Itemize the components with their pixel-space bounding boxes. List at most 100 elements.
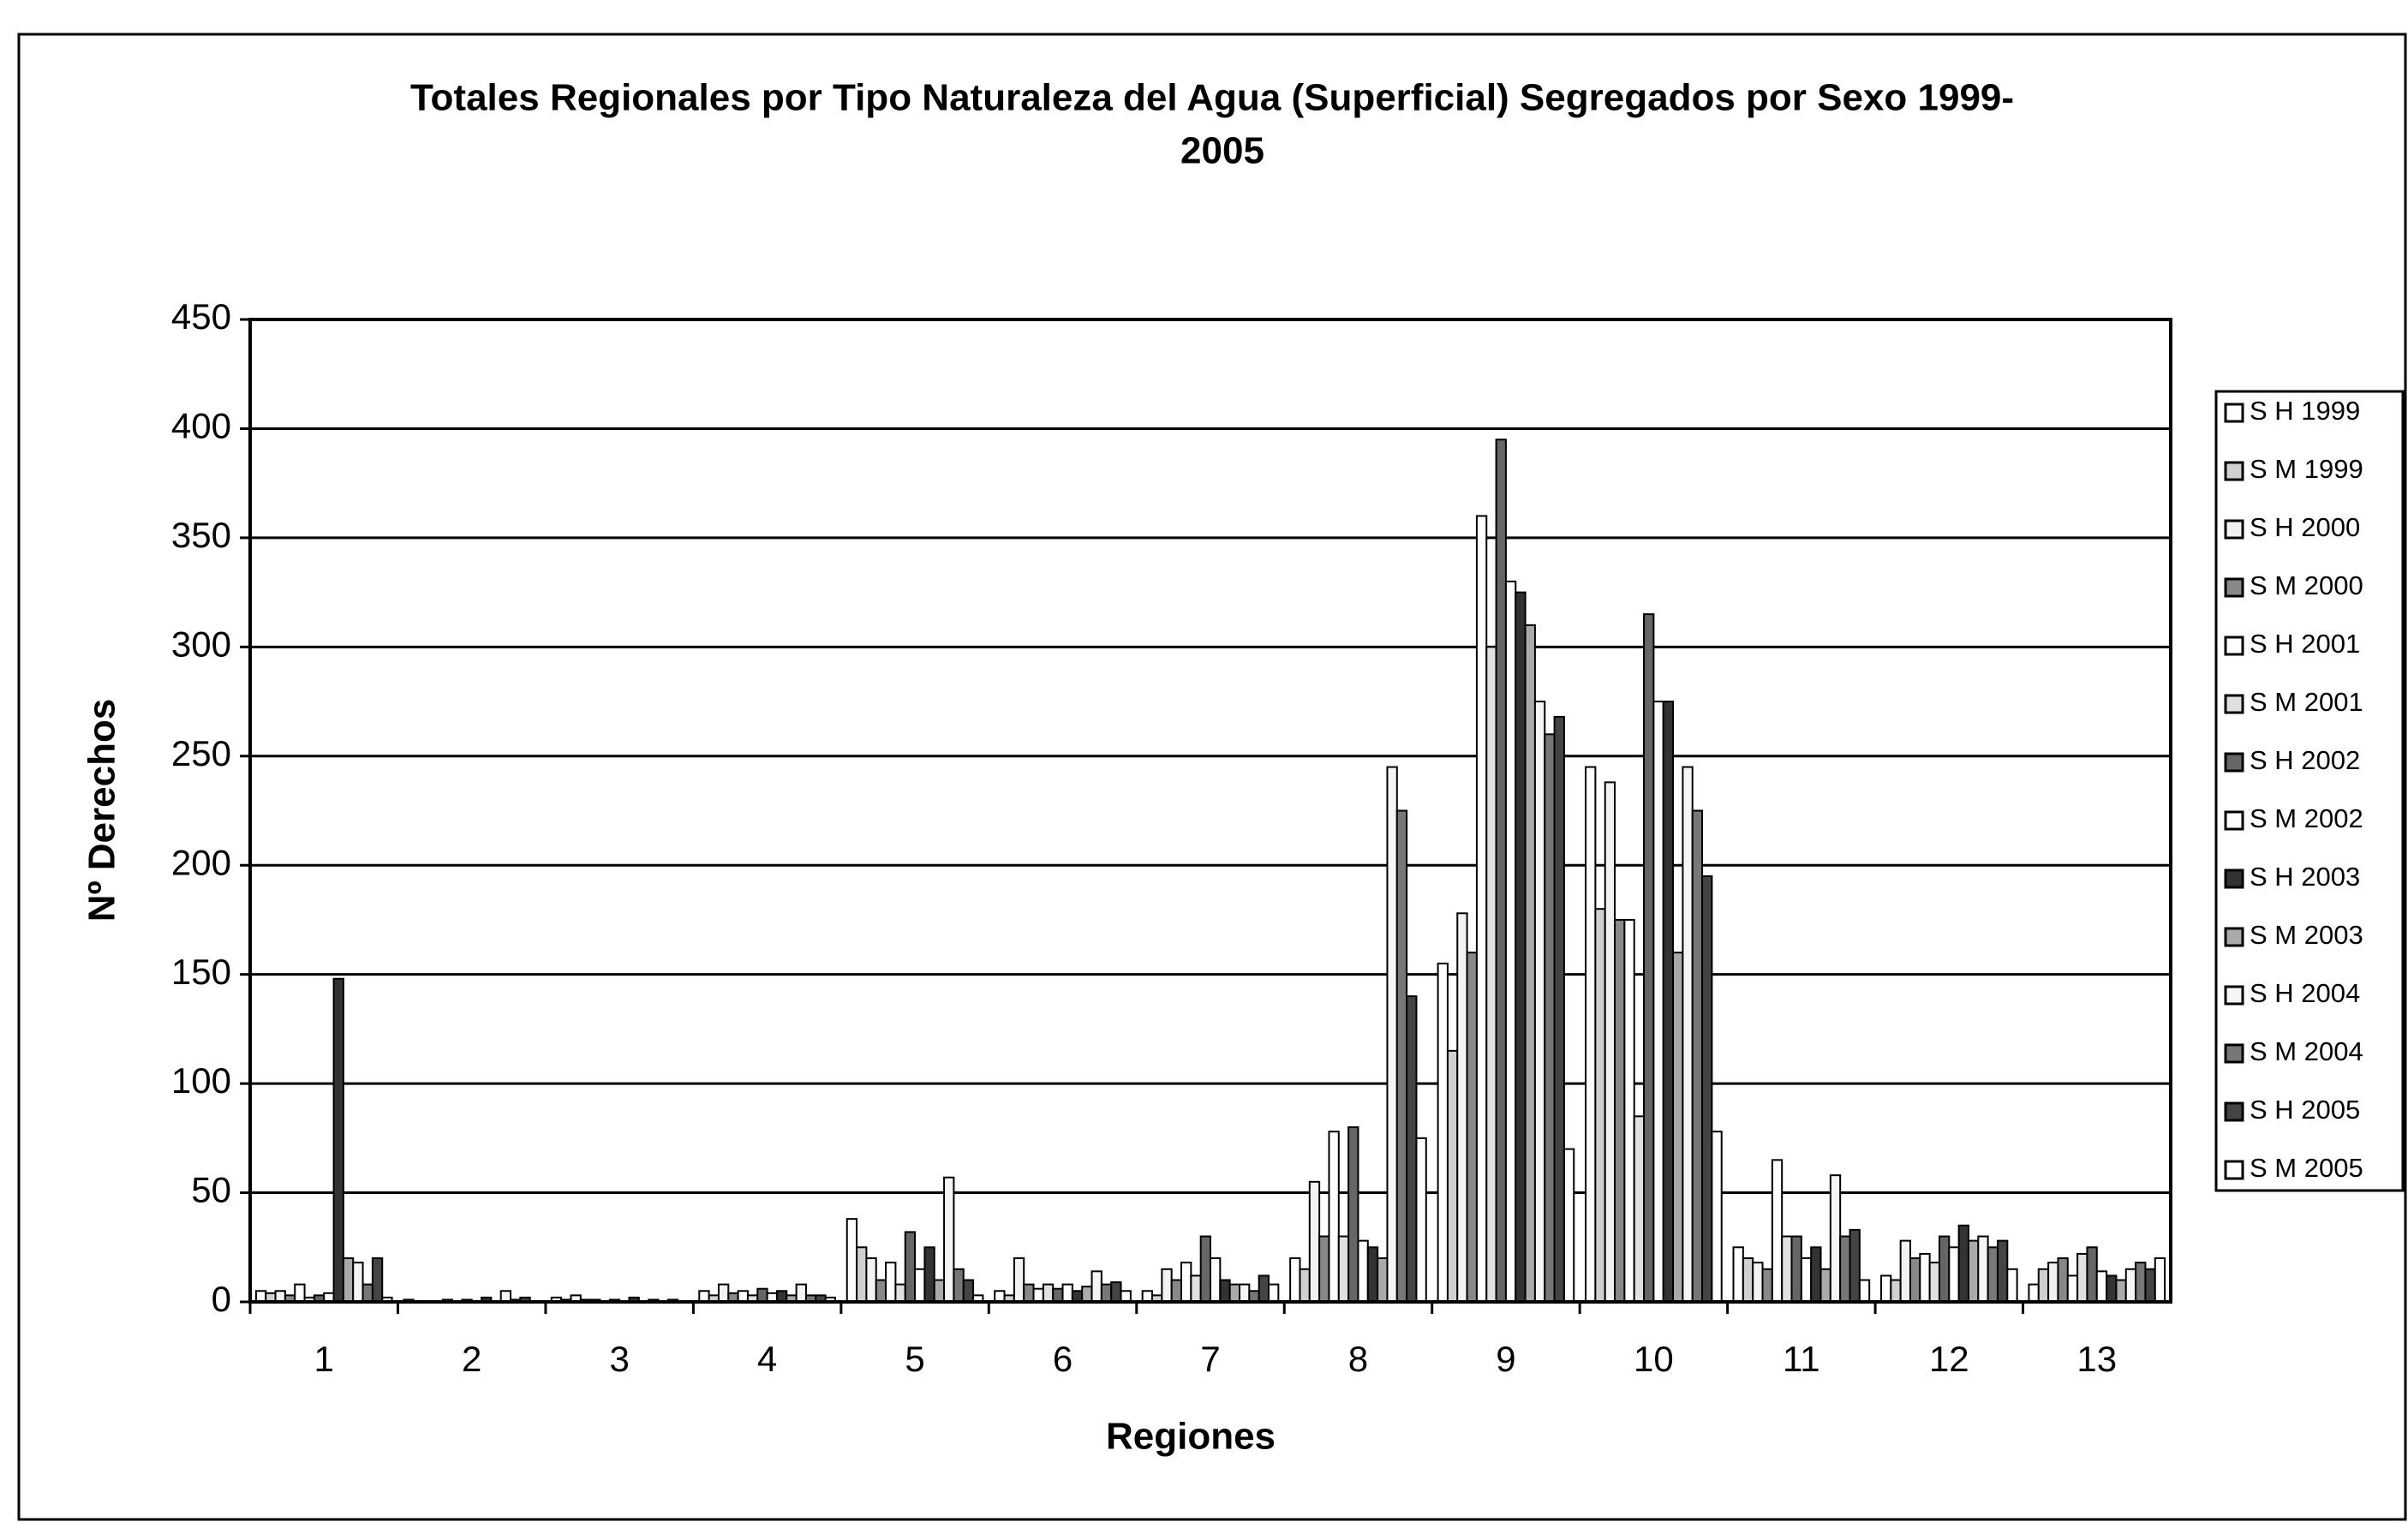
bar bbox=[1553, 715, 1565, 1303]
bar bbox=[1100, 1283, 1113, 1303]
x-tick-label: 5 bbox=[905, 1339, 924, 1379]
bar bbox=[1337, 1235, 1350, 1303]
bar bbox=[2037, 1268, 2050, 1304]
bar bbox=[1643, 613, 1655, 1303]
bar bbox=[1594, 908, 1606, 1303]
bar bbox=[1957, 1224, 1969, 1304]
bar bbox=[875, 1279, 887, 1303]
bar bbox=[1948, 1246, 1960, 1304]
bar bbox=[1495, 439, 1507, 1303]
bar bbox=[1318, 1235, 1330, 1303]
legend-label: S M 2003 bbox=[2250, 920, 2363, 950]
bar bbox=[2106, 1274, 2118, 1303]
bar bbox=[2066, 1274, 2079, 1303]
bar bbox=[1977, 1235, 1989, 1303]
legend-label: S H 2000 bbox=[2250, 512, 2360, 542]
legend-label: S M 1999 bbox=[2250, 454, 2363, 484]
bar bbox=[1042, 1283, 1055, 1303]
bar bbox=[294, 1283, 306, 1303]
y-tick-label: 350 bbox=[171, 515, 231, 555]
bar bbox=[1328, 1131, 1340, 1303]
legend-swatch bbox=[2224, 403, 2244, 423]
bar bbox=[1819, 1268, 1831, 1304]
bar bbox=[1890, 1279, 1902, 1303]
bar bbox=[1701, 874, 1713, 1303]
bar bbox=[1090, 1270, 1102, 1303]
bar bbox=[2095, 1270, 2108, 1303]
bar bbox=[1672, 952, 1684, 1303]
bar bbox=[2057, 1257, 2069, 1303]
legend-swatch bbox=[2224, 461, 2244, 481]
x-tick-label: 11 bbox=[1783, 1339, 1820, 1379]
bar bbox=[1406, 995, 1418, 1303]
bar bbox=[1377, 1257, 1389, 1303]
bar bbox=[1761, 1268, 1773, 1304]
bar bbox=[2006, 1268, 2018, 1304]
bar bbox=[1839, 1235, 1851, 1303]
bar bbox=[2076, 1252, 2088, 1303]
bar bbox=[1289, 1257, 1301, 1303]
bar bbox=[1633, 1115, 1646, 1304]
plot-area bbox=[248, 318, 2172, 1304]
legend-swatch bbox=[2224, 868, 2244, 889]
bar bbox=[1829, 1174, 1842, 1303]
bar bbox=[1790, 1235, 1802, 1303]
bar bbox=[933, 1279, 946, 1303]
bar bbox=[962, 1279, 975, 1303]
bar bbox=[1386, 766, 1398, 1303]
bar bbox=[1357, 1239, 1369, 1303]
bar bbox=[1456, 912, 1468, 1303]
bar bbox=[361, 1283, 373, 1303]
bar bbox=[1909, 1257, 1921, 1303]
bar bbox=[1347, 1126, 1359, 1303]
bar bbox=[1219, 1279, 1231, 1303]
bar bbox=[1614, 918, 1626, 1303]
bar bbox=[717, 1283, 730, 1303]
legend-swatch bbox=[2224, 636, 2244, 656]
bar bbox=[865, 1257, 877, 1303]
bar bbox=[1267, 1283, 1280, 1303]
bar bbox=[2135, 1262, 2147, 1303]
bar bbox=[2154, 1257, 2166, 1303]
legend-label: S H 1999 bbox=[2250, 396, 2360, 426]
bar bbox=[1544, 733, 1556, 1303]
y-tick-label: 200 bbox=[171, 842, 231, 882]
bar bbox=[845, 1218, 858, 1303]
legend-swatch bbox=[2224, 752, 2244, 773]
y-axis-title: Nº Derechos bbox=[81, 699, 123, 922]
bar bbox=[1238, 1283, 1251, 1303]
bar bbox=[1061, 1283, 1073, 1303]
y-tick-label: 0 bbox=[212, 1279, 231, 1319]
bar bbox=[1682, 766, 1694, 1303]
bar bbox=[1032, 1287, 1044, 1303]
bar bbox=[1742, 1257, 1754, 1303]
bar bbox=[923, 1246, 935, 1304]
legend-swatch bbox=[2224, 1043, 2244, 1064]
legend-swatch bbox=[2224, 519, 2244, 540]
bar bbox=[332, 977, 344, 1303]
bar bbox=[904, 1231, 917, 1303]
bar bbox=[371, 1257, 384, 1303]
bar bbox=[856, 1246, 868, 1304]
bar bbox=[1110, 1281, 1122, 1304]
bar bbox=[1563, 1148, 1575, 1303]
legend-label: S H 2001 bbox=[2250, 629, 2360, 659]
bar bbox=[2124, 1268, 2137, 1304]
legend-swatch bbox=[2224, 810, 2244, 831]
bar bbox=[894, 1283, 906, 1303]
bar bbox=[943, 1176, 955, 1304]
x-axis-title: Regiones bbox=[1106, 1416, 1276, 1458]
y-tick-label: 400 bbox=[171, 406, 231, 446]
x-tick-label: 9 bbox=[1496, 1339, 1515, 1379]
legend-label: S M 2004 bbox=[2250, 1036, 2363, 1066]
bar bbox=[1308, 1180, 1321, 1304]
bar bbox=[1771, 1159, 1784, 1304]
chart-title: 2005 bbox=[1180, 130, 1264, 172]
bar bbox=[1258, 1274, 1270, 1303]
x-tick-label: 2 bbox=[462, 1339, 481, 1379]
x-tick-label: 10 bbox=[1634, 1339, 1674, 1379]
legend-swatch bbox=[2224, 694, 2244, 714]
legend-swatch bbox=[2224, 1101, 2244, 1122]
legend-swatch bbox=[2224, 1160, 2244, 1180]
bar bbox=[2028, 1283, 2040, 1303]
